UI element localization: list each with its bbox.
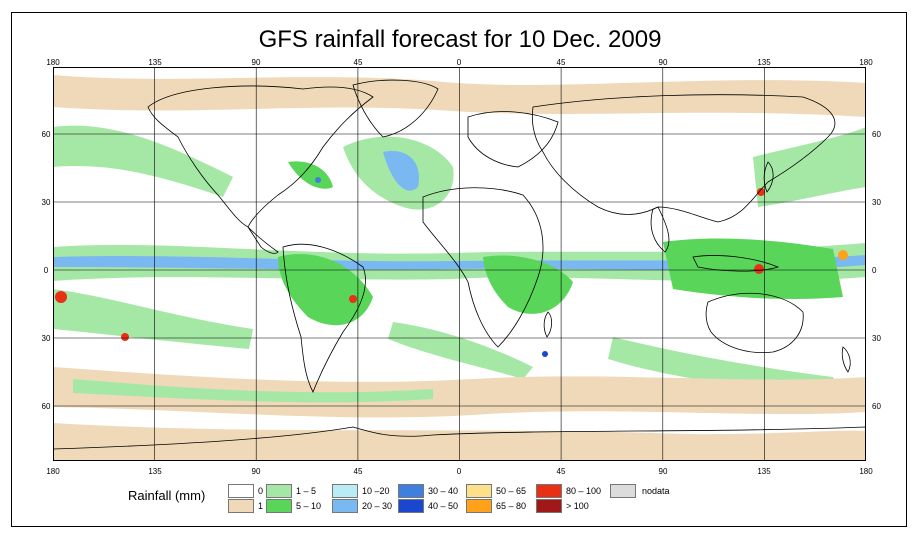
greenland: [352, 79, 439, 138]
lat-tick-left: 60: [41, 402, 51, 411]
antarctica: [53, 426, 866, 461]
legend-label: 1 – 5: [296, 486, 317, 496]
indonesia: [692, 255, 780, 272]
legend-label: 20 – 30: [362, 501, 393, 511]
legend-label: 5 – 10: [296, 501, 322, 511]
lon-tick-bottom: 90: [251, 467, 261, 476]
legend-swatch: [466, 484, 492, 498]
europe: [467, 111, 559, 168]
lat-tick-left: 0: [43, 266, 49, 275]
legend-label: 0: [258, 486, 264, 496]
figure-frame: [11, 12, 907, 527]
rain-spot-sw-pacific: [121, 333, 129, 341]
legend-swatch: [398, 484, 424, 498]
legend-label: 10 –20: [362, 486, 390, 496]
lon-tick-top: 90: [658, 58, 668, 67]
rain-spot-japan: [757, 188, 765, 196]
legend-label: > 100: [566, 501, 589, 511]
rain-band-east-us: [288, 161, 333, 189]
rain-band-south-atlantic: [388, 322, 533, 379]
rain-spot-us-east: [315, 177, 321, 183]
lon-tick-top: 180: [46, 58, 60, 67]
lon-tick-bottom: 180: [46, 467, 60, 476]
central-america: [247, 226, 279, 254]
legend-label: 30 – 40: [428, 486, 459, 496]
lat-tick-right: 30: [872, 198, 881, 207]
legend-swatch: [398, 499, 424, 513]
lon-tick-top: 135: [757, 58, 771, 67]
legend-title: Rainfall (mm): [128, 488, 206, 503]
legend-swatch: [610, 484, 636, 498]
lon-tick-bottom: 135: [757, 467, 771, 476]
lon-tick-bottom: 45: [556, 467, 566, 476]
lon-tick-bottom: 90: [658, 467, 668, 476]
rain-spot-central-pacific: [55, 291, 67, 303]
lon-tick-top: 90: [251, 58, 261, 67]
lon-tick-top: 0: [456, 58, 462, 67]
legend-label: 40 – 50: [428, 501, 459, 511]
lat-tick-left: 60: [41, 130, 51, 139]
rain-band-south-pacific: [53, 289, 253, 349]
lat-tick-left: 30: [41, 334, 51, 343]
lon-tick-bottom: 0: [456, 467, 462, 476]
lon-tick-bottom: 45: [353, 467, 363, 476]
rain-band-southern-ocean-green: [73, 379, 433, 403]
lat-tick-right: 60: [872, 402, 881, 411]
rain-spot-brazil: [349, 295, 357, 303]
rain-band-north-pacific: [53, 125, 233, 197]
legend-swatch: [536, 499, 562, 513]
legend-swatch: [332, 484, 358, 498]
rain-band-nw-pacific: [753, 127, 866, 207]
legend-swatch: [228, 499, 254, 513]
lon-tick-top: 180: [859, 58, 873, 67]
rain-band-south-america: [278, 253, 373, 326]
legend-swatch: [266, 484, 292, 498]
legend-label: 50 – 65: [496, 486, 527, 496]
legend-label: 1: [258, 501, 264, 511]
asia: [531, 94, 836, 223]
lat-tick-right: 0: [872, 266, 877, 275]
new-zealand: [841, 346, 851, 373]
rain-spot-south-atlantic: [542, 351, 548, 357]
legend-label: 65 – 80: [496, 501, 527, 511]
lon-tick-top: 135: [148, 58, 162, 67]
legend-swatch: [536, 484, 562, 498]
lon-tick-top: 45: [556, 58, 566, 67]
madagascar: [543, 311, 553, 338]
legend-swatch: [466, 499, 492, 513]
rainfall-map: [53, 67, 866, 461]
lat-tick-right: 30: [872, 334, 881, 343]
legend-label: nodata: [642, 486, 670, 496]
rain-spot-indonesia: [754, 264, 764, 274]
lat-tick-left: 30: [41, 198, 51, 207]
india: [650, 206, 670, 253]
south-america: [282, 243, 366, 393]
japan: [763, 161, 774, 193]
africa: [422, 187, 544, 348]
legend-swatch: [266, 499, 292, 513]
map-border: [53, 67, 866, 461]
rain-band-north-atlantic-core: [383, 151, 419, 191]
rain-spot-west-pacific: [838, 250, 848, 260]
lon-tick-top: 45: [353, 58, 363, 67]
rain-band-maritime: [663, 238, 843, 300]
lon-tick-bottom: 135: [148, 467, 162, 476]
continents: [53, 79, 866, 461]
lon-tick-bottom: 180: [859, 467, 873, 476]
graticule: [53, 67, 866, 461]
legend-swatch: [228, 484, 254, 498]
australia: [705, 292, 804, 353]
map-title: GFS rainfall forecast for 10 Dec. 2009: [258, 26, 662, 53]
legend-swatch: [332, 499, 358, 513]
legend-label: 80 – 100: [566, 486, 602, 496]
lat-tick-right: 60: [872, 130, 881, 139]
north-america: [147, 85, 374, 228]
